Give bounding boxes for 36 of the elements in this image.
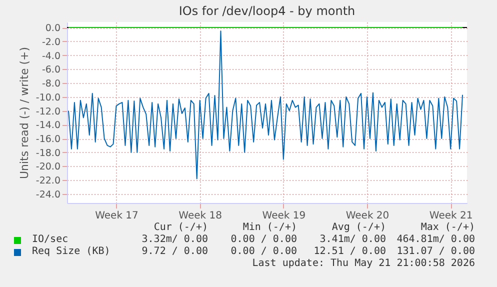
y-tick-label: -12.0 — [36, 106, 60, 118]
text: 0.00 / 0.00 — [230, 246, 297, 258]
legend-label: Req Size (KB) — [31, 246, 112, 258]
y-axis-title: Units read (-) / write (+) — [18, 46, 31, 180]
text: 0.00 / 0.00 — [230, 234, 297, 246]
legend-label: IO/sec — [31, 234, 70, 246]
x-tick-label: Week 17 — [95, 210, 138, 222]
text: Cur (-/+) — [152, 222, 208, 234]
text: 12.51 / 0.00 — [312, 246, 386, 258]
y-tick-label: -18.0 — [36, 148, 60, 159]
y-tick-label: -20.0 — [36, 162, 60, 173]
y-tick-label: -4.0 — [42, 50, 60, 62]
text: Last update: Thu May 21 21:00:58 2026 — [251, 258, 475, 270]
text: Max (-/+) — [420, 222, 475, 234]
text: 3.32m/ 0.00 — [140, 234, 208, 246]
text: 3.41m/ 0.00 — [318, 234, 386, 246]
y-tick-label: -2.0 — [42, 36, 60, 48]
text: 9.72 / 0.00 — [140, 246, 208, 258]
y-tick-label: -16.0 — [36, 134, 60, 146]
x-tick-label: Week 19 — [262, 210, 306, 222]
line-series — [68, 30, 464, 180]
text: 131.07 / 0.00 — [396, 246, 475, 258]
y-tick-label: -24.0 — [36, 189, 60, 200]
text: Avg (-/+) — [330, 222, 386, 234]
y-tick-label: -8.0 — [42, 78, 60, 90]
text: Min (-/+) — [242, 222, 297, 234]
x-tick-label: Week 20 — [346, 210, 390, 222]
x-tick-label: Week 21 — [429, 210, 473, 222]
x-tick-label: Week 18 — [178, 210, 222, 222]
y-tick-label: -22.0 — [36, 176, 60, 187]
y-tick-label: -6.0 — [42, 64, 60, 76]
text: 464.81m/ 0.00 — [396, 234, 475, 246]
y-tick-label: -14.0 — [36, 120, 60, 132]
y-tick-label: 0.0 — [45, 23, 60, 34]
y-tick-label: -10.0 — [36, 92, 60, 104]
chart-title: IOs for /dev/loop4 - by month — [178, 4, 356, 18]
